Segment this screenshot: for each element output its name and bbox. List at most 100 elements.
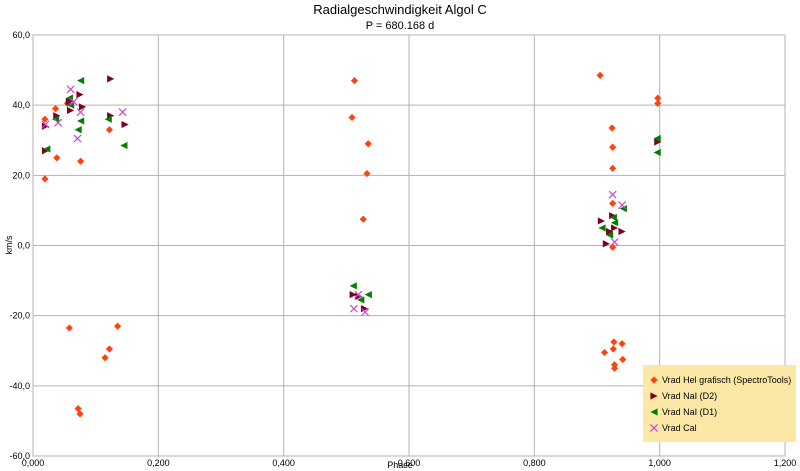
data-point xyxy=(600,348,609,357)
data-point xyxy=(69,97,78,106)
series-1 xyxy=(41,71,662,418)
data-point xyxy=(107,75,115,83)
data-point xyxy=(354,290,363,299)
x-axis-ticks: 0,000 0,200 0,400 0,600 0,800 1,000 1,200 xyxy=(22,458,797,468)
data-point xyxy=(41,175,49,183)
data-point xyxy=(618,340,626,348)
data-point xyxy=(609,164,617,172)
data-point xyxy=(51,115,60,123)
data-point xyxy=(609,199,617,207)
legend-box xyxy=(643,365,796,442)
data-point xyxy=(359,215,367,223)
legend-marker xyxy=(649,423,659,433)
data-point xyxy=(363,169,371,178)
data-point xyxy=(596,71,604,79)
y-axis-label: km/s xyxy=(4,235,14,254)
data-point xyxy=(619,355,627,364)
x-tick-label: 1,200 xyxy=(774,458,797,468)
legend: Vrad Hel grafisch (SpectroTools) Vrad NaI… xyxy=(643,365,796,442)
y-tick-label: -20,0 xyxy=(9,311,30,321)
data-point xyxy=(610,338,618,346)
data-point xyxy=(77,77,85,85)
data-point xyxy=(76,108,85,117)
data-point xyxy=(114,322,122,330)
legend-marker xyxy=(650,392,658,400)
data-point xyxy=(618,227,626,236)
data-point xyxy=(76,91,84,99)
x-tick-label: 0,000 xyxy=(22,458,45,468)
x-axis-label: Phase xyxy=(387,460,413,470)
series-4 xyxy=(41,85,627,317)
data-point xyxy=(608,124,616,132)
data-point xyxy=(41,115,49,123)
data-point xyxy=(654,99,662,108)
legend-marker xyxy=(650,408,658,416)
data-point xyxy=(597,217,605,225)
data-point xyxy=(357,296,365,304)
data-point xyxy=(121,120,129,129)
data-point xyxy=(104,115,112,123)
data-point xyxy=(609,143,617,151)
data-point xyxy=(101,354,109,362)
data-point xyxy=(618,201,627,210)
y-axis-ticks: 60,0 40,0 20,0 0,0 -20,0 -40,0 -60,0 xyxy=(9,30,30,461)
data-point xyxy=(602,240,610,248)
legend-label: Vrad Cal xyxy=(662,423,697,433)
y-tick-label: 20,0 xyxy=(12,170,30,180)
series-2 xyxy=(41,75,662,313)
series-3 xyxy=(43,77,661,304)
x-tick-label: 0,800 xyxy=(523,458,546,468)
data-point xyxy=(73,134,82,143)
data-point xyxy=(355,292,363,300)
y-tick-label: -60,0 xyxy=(9,451,30,461)
chart-title: Radialgeschwindigkeit Algol C xyxy=(313,2,486,17)
data-point xyxy=(105,126,114,134)
chart-subtitle: P = 680.168 d xyxy=(366,20,435,32)
data-point xyxy=(78,103,87,111)
data-point xyxy=(364,291,372,299)
data-point xyxy=(609,243,617,251)
y-tick-label: -40,0 xyxy=(9,381,30,391)
plot-frame xyxy=(32,34,786,457)
data-point xyxy=(53,112,61,120)
y-tick-label: 0,0 xyxy=(17,241,30,251)
legend-label: Vrad Hel grafisch (SpectroTools) xyxy=(662,375,791,385)
data-point xyxy=(65,98,73,106)
data-point xyxy=(349,304,358,313)
data-point xyxy=(605,227,614,236)
data-point xyxy=(53,154,61,162)
data-point xyxy=(610,364,619,372)
data-point xyxy=(654,94,662,102)
x-tick-label: 0,400 xyxy=(272,458,295,468)
data-point xyxy=(118,108,127,117)
x-tick-label: 0,200 xyxy=(147,458,170,468)
data-point xyxy=(120,141,128,150)
data-point xyxy=(598,224,606,232)
data-point xyxy=(66,85,75,94)
x-tick-label: 0,600 xyxy=(398,458,421,468)
data-point xyxy=(74,126,82,134)
y-tick-label: 40,0 xyxy=(12,100,30,110)
data-point xyxy=(65,94,73,102)
data-point xyxy=(51,105,60,113)
data-point xyxy=(349,291,357,299)
data-point xyxy=(349,282,357,290)
legend-label: Vrad NaI (D1) xyxy=(662,407,717,417)
data-point xyxy=(54,118,63,127)
data-point xyxy=(610,219,619,227)
data-point xyxy=(41,122,50,130)
data-point xyxy=(364,140,372,148)
data-point xyxy=(654,138,662,146)
data-point xyxy=(610,224,619,232)
data-point xyxy=(77,117,85,125)
data-point xyxy=(43,145,51,153)
data-point xyxy=(67,106,75,115)
data-point xyxy=(41,120,50,129)
data-point xyxy=(361,308,370,317)
data-point xyxy=(350,77,359,85)
y-tick-label: 60,0 xyxy=(12,30,30,40)
data-point xyxy=(609,213,617,222)
data-point xyxy=(348,113,356,122)
data-point xyxy=(65,324,73,332)
